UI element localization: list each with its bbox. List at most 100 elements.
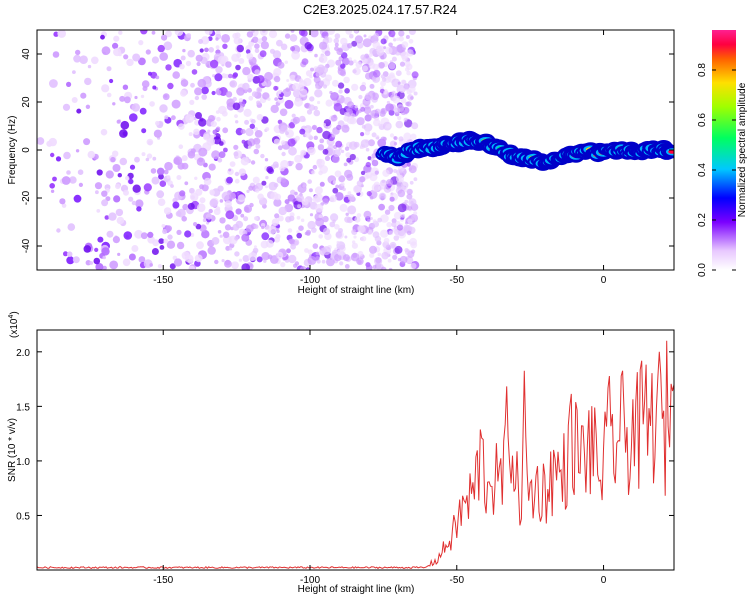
snr-panel: -150 -100 -50 00.51.01.52.0 Height of strai…	[7, 311, 674, 595]
noise-blob	[165, 64, 171, 70]
snr-ytick-label: 1.5	[16, 402, 30, 413]
noise-blob	[62, 176, 71, 185]
noise-blob	[147, 139, 154, 146]
noise-blob	[174, 258, 182, 266]
noise-blob	[198, 39, 203, 44]
noise-blob	[242, 140, 246, 144]
noise-blob	[344, 163, 348, 167]
noise-blob	[261, 252, 269, 260]
noise-blob	[378, 253, 382, 257]
snr-ytick-label: 2.0	[16, 348, 30, 359]
noise-blob	[307, 221, 315, 229]
noise-blob	[233, 152, 238, 157]
noise-blob	[406, 101, 411, 106]
noise-blob	[378, 204, 385, 211]
noise-blob	[392, 57, 397, 62]
noise-blob	[233, 97, 237, 101]
noise-blob	[352, 243, 358, 249]
noise-blob	[158, 45, 165, 52]
noise-blob	[269, 30, 277, 38]
noise-blob	[316, 127, 322, 133]
noise-blob	[226, 91, 232, 97]
noise-blob	[97, 169, 103, 175]
noise-blob	[385, 210, 390, 215]
noise-blob	[309, 96, 314, 101]
spectrogram-ylabel: Frequency (Hz)	[7, 116, 18, 185]
noise-blob	[222, 127, 228, 133]
noise-blob	[200, 197, 206, 203]
noise-blob	[68, 223, 76, 231]
noise-blob	[334, 103, 343, 112]
noise-blob	[216, 117, 221, 122]
noise-blob	[123, 190, 129, 196]
noise-blob	[214, 73, 222, 81]
noise-blob	[273, 86, 278, 91]
noise-blob	[195, 112, 202, 119]
noise-blob	[151, 168, 157, 174]
noise-blob	[396, 121, 404, 129]
noise-blob	[274, 139, 280, 145]
noise-blob	[176, 230, 181, 235]
noise-blob	[186, 61, 191, 66]
noise-blob	[123, 85, 128, 90]
noise-blob	[141, 95, 144, 98]
noise-blob	[278, 62, 285, 69]
noise-blob	[112, 102, 115, 105]
noise-blob	[56, 156, 61, 161]
noise-blob	[364, 211, 372, 219]
noise-blob	[380, 230, 388, 238]
noise-blob	[307, 147, 315, 155]
noise-blob	[101, 84, 109, 92]
noise-blob	[243, 216, 248, 221]
noise-blob	[397, 116, 401, 120]
noise-blob	[109, 79, 113, 83]
noise-blob	[248, 96, 253, 101]
noise-blob	[118, 173, 122, 177]
noise-blob	[281, 44, 288, 51]
noise-blob	[353, 185, 361, 193]
noise-blob	[200, 48, 204, 52]
noise-blob	[103, 52, 106, 55]
noise-blob	[286, 248, 291, 253]
noise-blob	[389, 63, 396, 70]
noise-blob	[140, 27, 147, 34]
noise-blob	[357, 117, 365, 125]
noise-blob	[211, 150, 220, 159]
colorbar-tick-label: 0.6	[697, 113, 708, 127]
noise-blob	[166, 225, 172, 231]
noise-blob	[95, 182, 102, 189]
noise-blob	[323, 84, 327, 88]
noise-blob	[332, 220, 335, 223]
noise-blob	[255, 189, 259, 193]
noise-blob	[164, 170, 169, 175]
noise-blob	[372, 160, 379, 167]
noise-blob	[49, 183, 55, 189]
noise-blob	[410, 96, 414, 100]
noise-blob	[372, 41, 380, 49]
noise-blob	[360, 85, 366, 91]
noise-blob	[75, 50, 80, 55]
noise-blob	[100, 35, 105, 40]
noise-blob	[235, 179, 240, 184]
noise-blob	[317, 101, 320, 104]
noise-blob	[244, 109, 252, 117]
noise-blob	[119, 129, 128, 138]
noise-blob	[224, 260, 232, 268]
noise-blob	[143, 86, 148, 91]
noise-blob	[292, 114, 296, 118]
noise-blob	[325, 36, 329, 40]
colorbar: 0.00.20.40.60.8 Normalized spectral ampl…	[697, 30, 748, 277]
noise-blob	[128, 197, 133, 202]
noise-blob	[315, 204, 323, 212]
noise-blob	[149, 263, 153, 267]
snr-xtick-label: 0	[601, 575, 607, 586]
noise-blob	[179, 190, 185, 196]
noise-blob	[332, 134, 336, 138]
noise-blob	[323, 228, 330, 235]
noise-blob	[337, 249, 343, 255]
noise-blob	[274, 213, 279, 218]
noise-blob	[102, 46, 111, 55]
noise-blob	[410, 181, 414, 185]
noise-blob	[335, 185, 339, 189]
noise-blob	[234, 236, 238, 240]
